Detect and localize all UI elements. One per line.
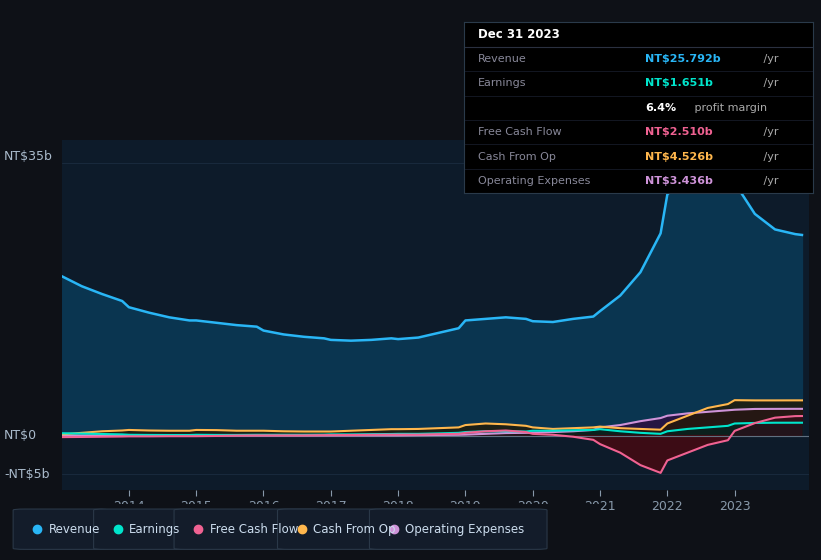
Text: /yr: /yr — [760, 127, 779, 137]
Text: profit margin: profit margin — [690, 103, 767, 113]
Text: 6.4%: 6.4% — [645, 103, 677, 113]
Text: /yr: /yr — [760, 78, 779, 88]
Text: /yr: /yr — [760, 54, 779, 64]
Text: NT$1.651b: NT$1.651b — [645, 78, 713, 88]
Text: Dec 31 2023: Dec 31 2023 — [478, 28, 560, 41]
Text: NT$25.792b: NT$25.792b — [645, 54, 721, 64]
FancyBboxPatch shape — [94, 509, 196, 549]
Text: /yr: /yr — [760, 152, 779, 162]
FancyBboxPatch shape — [277, 509, 410, 549]
Text: Revenue: Revenue — [48, 522, 100, 536]
Text: Earnings: Earnings — [478, 78, 526, 88]
Text: -NT$5b: -NT$5b — [4, 468, 49, 481]
Text: Cash From Op: Cash From Op — [478, 152, 556, 162]
Text: NT$2.510b: NT$2.510b — [645, 127, 713, 137]
Text: NT$0: NT$0 — [4, 429, 37, 442]
FancyBboxPatch shape — [369, 509, 547, 549]
Text: Operating Expenses: Operating Expenses — [405, 522, 525, 536]
Text: NT$4.526b: NT$4.526b — [645, 152, 713, 162]
Text: Free Cash Flow: Free Cash Flow — [478, 127, 562, 137]
Text: Earnings: Earnings — [129, 522, 181, 536]
Text: Free Cash Flow: Free Cash Flow — [209, 522, 298, 536]
Text: /yr: /yr — [760, 176, 779, 186]
Text: NT$35b: NT$35b — [4, 150, 53, 164]
FancyBboxPatch shape — [174, 509, 322, 549]
Text: Revenue: Revenue — [478, 54, 526, 64]
Text: Cash From Op: Cash From Op — [313, 522, 396, 536]
Text: NT$3.436b: NT$3.436b — [645, 176, 713, 186]
FancyBboxPatch shape — [13, 509, 108, 549]
Text: Operating Expenses: Operating Expenses — [478, 176, 590, 186]
